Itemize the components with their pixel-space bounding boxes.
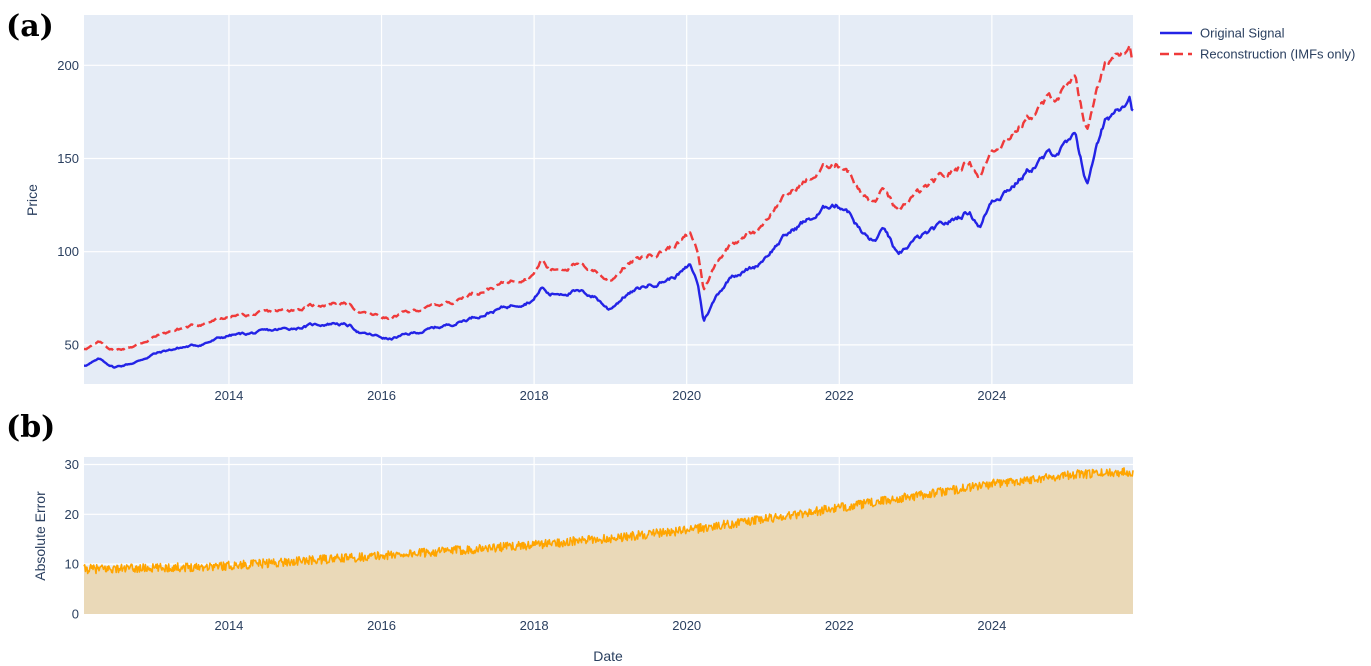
price-series	[83, 44, 1134, 369]
error-area-fill	[84, 467, 1133, 614]
price-y-tick-label: 200	[57, 58, 79, 73]
error-x-tick-label: 2016	[367, 618, 396, 633]
error-y-tick-label: 0	[72, 607, 79, 622]
error-ticks: 2014 2016 2018 2020 2022 2024 0 10 20 30	[65, 457, 1007, 633]
price-x-tick-label: 2016	[367, 388, 396, 403]
error-x-tick-label: 2014	[214, 618, 243, 633]
error-x-tick-label: 2024	[977, 618, 1006, 633]
error-x-tick-label: 2018	[520, 618, 549, 633]
panel-label-b: (b)	[6, 410, 55, 445]
price-chart: 2014 2016 2018 2020 2022 2024 50 100 150 200 Pric…	[24, 15, 1134, 403]
legend: Original Signal Reconstruction (IMFs only…	[1160, 26, 1355, 62]
error-x-tick-label: 2020	[672, 618, 701, 633]
price-plot-area	[84, 15, 1133, 384]
price-y-tick-label: 150	[57, 151, 79, 166]
error-y-axis-title: Absolute Error	[32, 491, 48, 581]
error-y-tick-label: 20	[65, 507, 79, 522]
price-x-tick-label: 2024	[977, 388, 1006, 403]
error-chart: 2014 2016 2018 2020 2022 2024 0 10 20 30 Absolute…	[32, 457, 1134, 664]
price-x-tick-label: 2014	[214, 388, 243, 403]
error-y-tick-label: 10	[65, 557, 79, 572]
error-x-axis-title: Date	[593, 648, 623, 664]
legend-label-reconstruction: Reconstruction (IMFs only)	[1200, 47, 1355, 62]
error-x-tick-label: 2022	[825, 618, 854, 633]
panel-label-a: (a)	[6, 9, 54, 44]
price-x-tick-label: 2018	[520, 388, 549, 403]
price-y-tick-label: 100	[57, 244, 79, 259]
legend-label-original-signal: Original Signal	[1200, 26, 1285, 41]
series-line-original-signal	[83, 95, 1134, 369]
series-line-reconstruction	[83, 44, 1134, 353]
error-y-tick-label: 30	[65, 457, 79, 472]
price-ticks: 2014 2016 2018 2020 2022 2024 50 100 150 200	[57, 58, 1006, 403]
price-y-tick-label: 50	[65, 337, 79, 352]
price-x-tick-label: 2022	[825, 388, 854, 403]
price-x-tick-label: 2020	[672, 388, 701, 403]
price-y-axis-title: Price	[24, 184, 40, 216]
error-line	[83, 467, 1134, 575]
error-series	[83, 467, 1134, 614]
